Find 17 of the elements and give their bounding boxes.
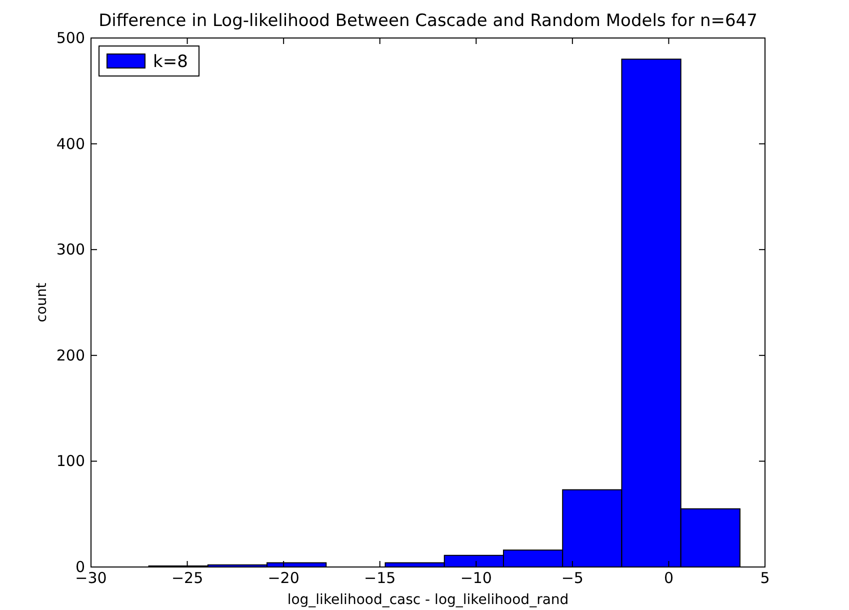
x-tick-label: −5 xyxy=(561,569,584,587)
y-tick-label: 200 xyxy=(56,346,85,364)
x-axis-title: log_likelihood_casc - log_likelihood_rand xyxy=(287,592,569,608)
y-tick-label: 100 xyxy=(56,452,85,470)
x-tick-label: −15 xyxy=(364,569,396,587)
legend-label: k=8 xyxy=(153,52,188,72)
y-tick-label: 500 xyxy=(56,29,85,47)
y-tick-label: 0 xyxy=(75,558,85,576)
x-tick-label: −25 xyxy=(171,569,204,587)
y-tick-label: 300 xyxy=(56,240,85,259)
y-tick-label: 400 xyxy=(56,134,85,153)
x-tick-label: 5 xyxy=(760,569,770,587)
x-tick-label: 0 xyxy=(664,569,674,587)
chart-title: Difference in Log-likelihood Between Cascade and Random Models for n=647 xyxy=(98,11,758,31)
x-tick-label: −20 xyxy=(268,569,300,587)
x-tick-label: −10 xyxy=(460,569,492,587)
y-axis-title: count xyxy=(34,282,50,322)
